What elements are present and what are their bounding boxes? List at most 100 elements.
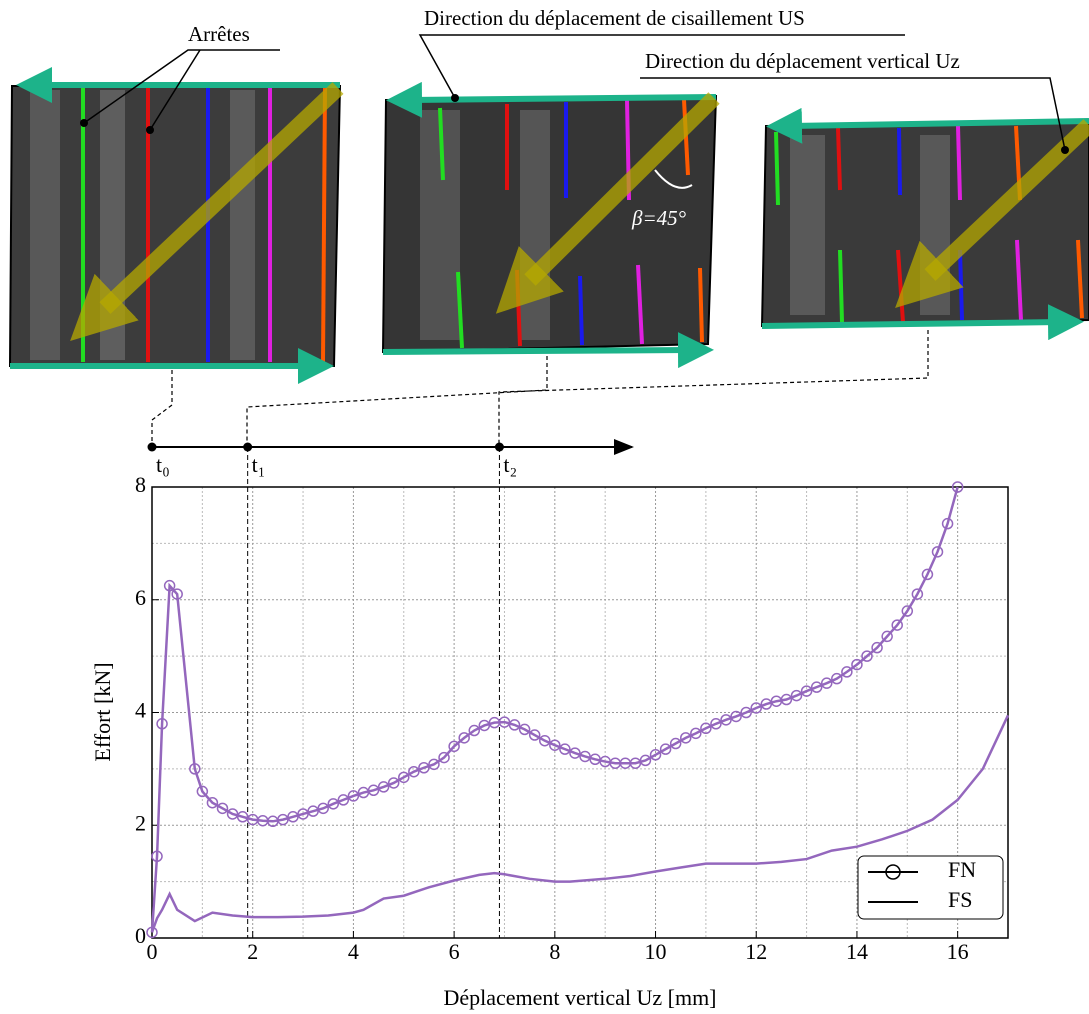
- panel-connectors: [151, 330, 929, 447]
- data-point: [941, 517, 954, 530]
- x-tick-label: 4: [348, 939, 359, 964]
- series-line: [150, 486, 959, 933]
- data-point: [911, 588, 924, 600]
- data-point: [418, 761, 430, 774]
- data-point: [901, 605, 914, 617]
- plot: 0 2 4 6 8 10 12 14 16 0 2 4 6 8 t₀ t₁ t₂ FN FS: [135, 442, 1010, 964]
- time-marker: [147, 442, 157, 452]
- data-point: [881, 630, 893, 643]
- data-point: [851, 658, 863, 671]
- legend: FN FS: [857, 855, 1004, 920]
- data-point: [163, 579, 176, 592]
- data-point: [196, 785, 209, 798]
- data-point: [539, 734, 551, 747]
- data-point: [307, 805, 319, 817]
- data-point: [861, 650, 873, 662]
- data-point: [569, 747, 581, 759]
- x-tick-label: 6: [449, 939, 460, 964]
- y-tick-label: 2: [135, 810, 146, 835]
- data-point: [156, 718, 168, 730]
- y-axis-title: Effort [kN]: [90, 662, 115, 761]
- x-tick-label: 0: [147, 939, 158, 964]
- x-axis-title: Déplacement vertical Uz [mm]: [443, 985, 716, 1010]
- data-point: [730, 710, 742, 723]
- data-point: [841, 666, 853, 678]
- data-point: [639, 754, 652, 767]
- time-marker-label: t₂: [503, 452, 517, 477]
- data-point: [206, 796, 219, 809]
- data-point: [931, 546, 944, 558]
- data-point: [226, 808, 239, 820]
- x-tick-label: 8: [549, 939, 560, 964]
- data-point: [549, 739, 561, 751]
- time-marker-label: t₀: [156, 452, 170, 477]
- data-point: [690, 727, 702, 740]
- annotation: Direction du déplacement de cisaillement…: [424, 6, 805, 30]
- data-point: [438, 751, 450, 764]
- data-point: [921, 568, 934, 581]
- data-point: [820, 677, 833, 689]
- data-point: [171, 588, 183, 600]
- data-point: [649, 749, 662, 761]
- data-point: [277, 813, 289, 826]
- data-point: [810, 681, 823, 693]
- data-point: [146, 926, 158, 939]
- data-point: [579, 750, 591, 763]
- photo-panel: [760, 107, 1089, 341]
- data-point: [387, 777, 400, 789]
- data-point: [317, 802, 329, 815]
- data-point: [189, 763, 201, 775]
- data-point: [377, 781, 390, 793]
- data-point: [458, 732, 470, 744]
- data-point: [398, 771, 410, 784]
- data-point: [559, 743, 571, 755]
- data-point: [478, 719, 491, 732]
- data-point: [236, 811, 249, 823]
- x-tick-label: 2: [247, 939, 258, 964]
- data-point: [287, 811, 299, 823]
- x-tick-label: 16: [947, 939, 969, 964]
- data-point: [216, 802, 229, 815]
- y-tick-label: 6: [135, 585, 146, 610]
- data-point: [347, 790, 360, 802]
- data-point: [528, 729, 541, 741]
- series-line: [150, 714, 1010, 933]
- data-point: [760, 698, 773, 710]
- data-point: [710, 718, 722, 730]
- x-tick-label: 14: [846, 939, 868, 964]
- data-point: [740, 706, 752, 719]
- legend-label: FN: [948, 857, 976, 882]
- legend-label: FS: [948, 887, 972, 912]
- y-tick-label: 8: [135, 472, 146, 497]
- data-point: [327, 798, 340, 810]
- data-point: [297, 808, 309, 820]
- data-point: [468, 724, 481, 737]
- data-point: [720, 714, 732, 726]
- annotation: Direction du déplacement vertical Uz: [645, 49, 960, 73]
- data-point: [780, 693, 793, 706]
- y-tick-label: 0: [135, 923, 146, 948]
- data-point: [679, 732, 692, 744]
- photo-panel: [381, 81, 720, 369]
- photo-panel: [8, 67, 344, 384]
- data-point: [498, 716, 511, 728]
- legend-marker: [885, 864, 901, 880]
- data-point: [408, 765, 420, 778]
- data-point: [669, 737, 682, 750]
- data-point: [448, 740, 460, 753]
- data-point: [871, 641, 883, 654]
- time-marker-label: t₁: [252, 452, 266, 477]
- leader-lines: [83, 34, 1066, 151]
- y-tick-label: 4: [135, 698, 146, 723]
- data-point: [800, 685, 813, 697]
- data-point: [337, 794, 350, 806]
- data-point: [700, 722, 712, 735]
- data-point: [151, 850, 163, 863]
- legend-box: [857, 855, 1004, 920]
- data-point: [428, 758, 440, 771]
- annotation: β=45°: [631, 206, 687, 230]
- x-tick-label: 10: [645, 939, 667, 964]
- data-point: [508, 719, 521, 731]
- plot-frame: [151, 486, 1009, 939]
